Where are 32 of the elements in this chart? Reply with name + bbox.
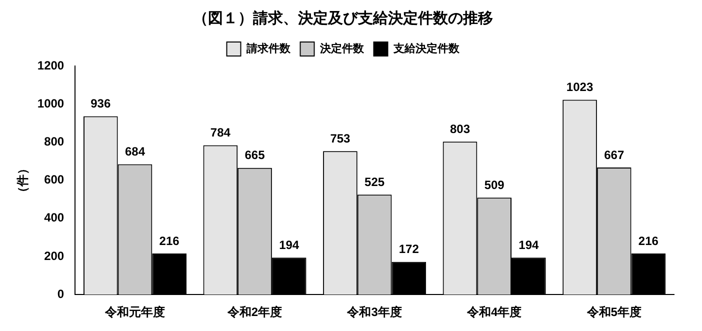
y-tick-label: 0 xyxy=(57,286,64,301)
x-tick-label: 令和2年度 xyxy=(226,305,282,320)
data-label: 684 xyxy=(124,144,146,159)
y-tick-label: 200 xyxy=(44,248,64,263)
data-label: 525 xyxy=(364,174,385,189)
data-label: 1023 xyxy=(566,80,594,94)
x-tick-label: 令和4年度 xyxy=(466,305,522,320)
chart-title: （図１）請求、決定及び支給決定件数の推移 xyxy=(193,9,493,28)
y-tick-label: 800 xyxy=(44,134,64,149)
y-tick-label: 1000 xyxy=(37,96,64,110)
x-tick-label: 令和3年度 xyxy=(346,305,402,320)
x-tick-label: 令和5年度 xyxy=(586,305,642,320)
legend-label: 決定件数 xyxy=(318,42,365,56)
data-label: 216 xyxy=(638,234,659,248)
data-label: 667 xyxy=(604,148,624,162)
legend-label: 支給決定件数 xyxy=(392,42,460,56)
data-label: 194 xyxy=(518,238,539,252)
data-label: 784 xyxy=(210,126,231,140)
data-label: 803 xyxy=(450,122,470,136)
y-tick-label: 600 xyxy=(44,172,64,187)
data-label: 936 xyxy=(90,96,111,111)
data-label: 194 xyxy=(279,238,300,252)
y-tick-label: 1200 xyxy=(37,58,64,72)
data-label: 216 xyxy=(159,234,180,248)
x-tick-label: 令和元年度 xyxy=(104,305,165,320)
legend-label: 請求件数 xyxy=(245,42,292,56)
data-label: 172 xyxy=(398,242,420,256)
data-label: 665 xyxy=(244,148,266,162)
data-label: 509 xyxy=(484,178,505,192)
y-axis-title: （件） xyxy=(16,162,30,198)
data-label: 753 xyxy=(330,131,351,146)
y-tick-label: 400 xyxy=(44,210,64,225)
